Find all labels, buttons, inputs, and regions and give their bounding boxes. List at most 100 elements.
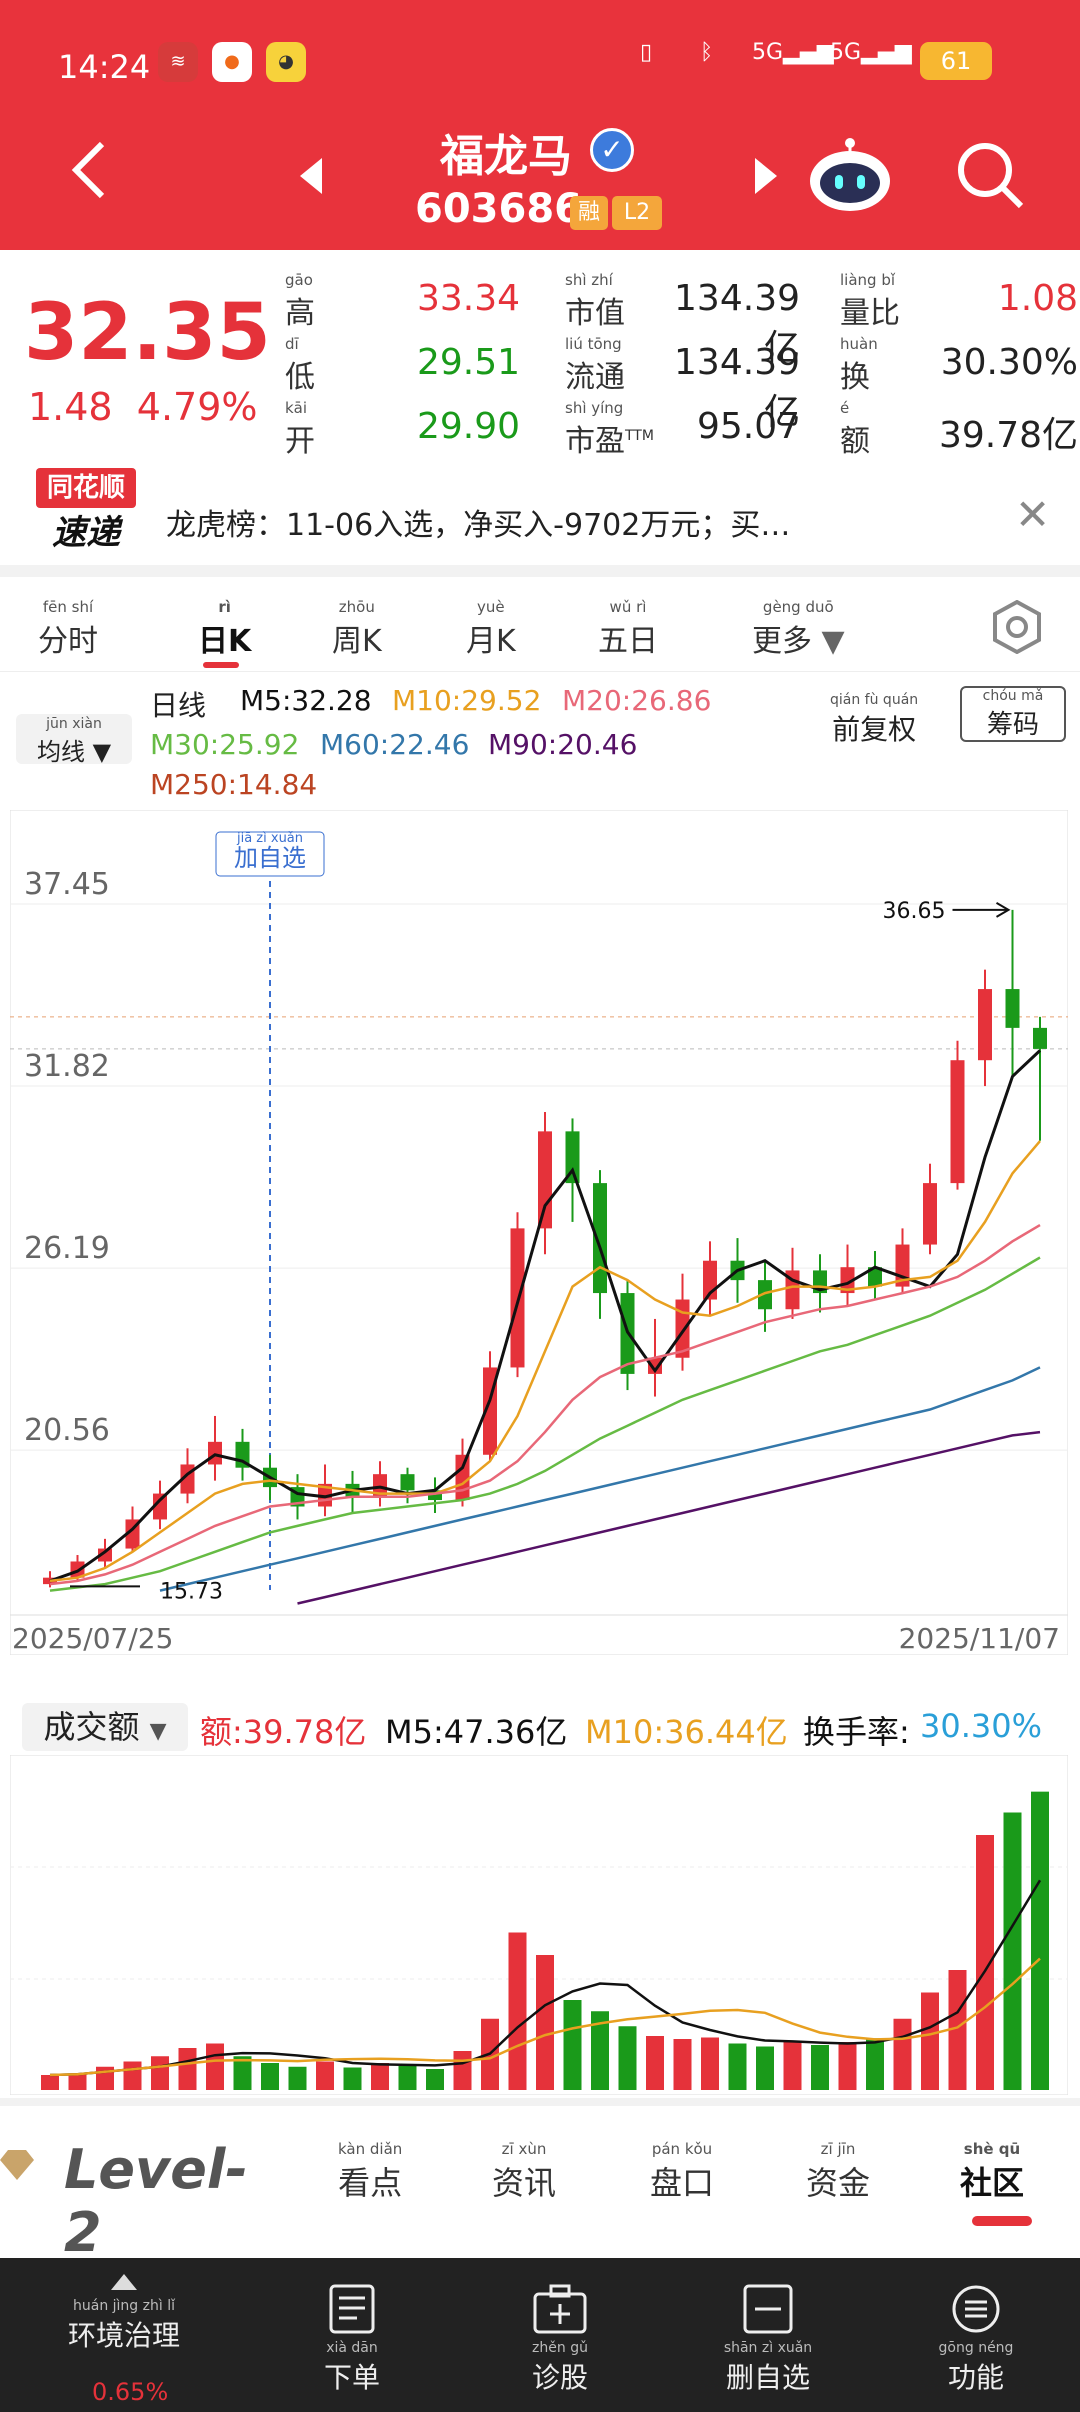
- ma10-label: M10:29.52: [392, 684, 542, 717]
- menu-circle-icon: [952, 2285, 1000, 2333]
- sector-button[interactable]: huán jìng zhì lǐ 环境治理: [44, 2272, 204, 2354]
- volume-legend: 成交额 ▼ 额:39.78亿 M5:47.36亿 M10:36.44亿 换手率:…: [0, 1695, 1080, 1755]
- mcap-label: shì zhí 市值: [565, 271, 625, 331]
- candle-body: [538, 1131, 552, 1229]
- info-tabs: Level-2 kàn diǎn 看点 zī xùn 资讯 pán kǒu 盘口 zī…: [0, 2110, 1080, 2264]
- signal-icon-1: 5G▂▄▆: [752, 40, 834, 65]
- remove-watchlist-button[interactable]: shān zì xuǎn 删自选: [688, 2284, 848, 2396]
- l2-badge: L2: [612, 196, 662, 230]
- volume-chart[interactable]: [10, 1755, 1068, 2095]
- order-button[interactable]: xià dān 下单: [272, 2284, 432, 2396]
- ma90-label: M90:20.46: [488, 728, 638, 761]
- robot-assistant-icon[interactable]: [805, 135, 895, 215]
- volume-bar: [563, 2000, 582, 2090]
- volume-selector[interactable]: 成交额 ▼: [22, 1703, 188, 1751]
- volume-bar: [178, 2048, 197, 2090]
- settings-icon[interactable]: [990, 600, 1044, 654]
- candle-body: [153, 1493, 167, 1520]
- shop-app-icon: ●: [212, 42, 252, 82]
- max-price-label: 36.65: [883, 899, 946, 924]
- candle-body: [400, 1474, 415, 1491]
- y-tick-label: 31.82: [24, 1049, 110, 1084]
- add-watch-label: 加自选: [234, 844, 306, 872]
- tab-monthly-k[interactable]: yuè 月K: [466, 598, 516, 659]
- volume-bar: [756, 2046, 774, 2090]
- candle-body: [648, 1357, 662, 1374]
- tab-five-day[interactable]: wǔ rì 五日: [598, 598, 658, 659]
- prev-stock-button[interactable]: [300, 158, 322, 194]
- news-ticker[interactable]: 同花顺 速递 龙虎榜：11-06入选，净买入-9702万元；买… ✕: [0, 460, 1080, 570]
- ma-line-m30: [49, 1256, 1041, 1592]
- stock-code: 603686: [415, 186, 582, 232]
- functions-button[interactable]: gōng néng 功能: [896, 2284, 1056, 2396]
- tab-orderbook[interactable]: pán kǒu 盘口: [650, 2140, 715, 2202]
- ma30-label: M30:25.92: [150, 728, 300, 761]
- next-stock-button[interactable]: [755, 158, 777, 194]
- float-value: 134.39亿: [674, 342, 800, 433]
- clock: 14:24: [58, 48, 151, 86]
- candle-body: [758, 1280, 772, 1310]
- divider: [0, 565, 1080, 577]
- high-value: 33.34: [416, 278, 520, 319]
- ma-selector[interactable]: jūn xiàn 均线 ▼: [16, 714, 132, 766]
- stock-name: 福龙马: [440, 131, 572, 182]
- adjust-selector[interactable]: qián fù quán 前复权: [830, 692, 919, 746]
- volume-bar: [976, 1835, 994, 2090]
- news-text[interactable]: 龙虎榜：11-06入选，净买入-9702万元；买…: [166, 508, 791, 543]
- volume-bar: [948, 1970, 967, 2090]
- volume-bar: [123, 2061, 142, 2090]
- tab-weekly-k[interactable]: zhōu 周K: [332, 598, 382, 659]
- ma20-label: M20:26.86: [562, 684, 712, 717]
- tab-capital[interactable]: zī jīn 资金: [806, 2140, 871, 2202]
- candle-body: [950, 1060, 965, 1184]
- volume-bar: [536, 1955, 554, 2090]
- tab-more[interactable]: gèng duō 更多 ▼: [752, 598, 845, 659]
- ma60-label: M60:22.46: [320, 728, 470, 761]
- volume-bar: [261, 2063, 279, 2090]
- chips-button[interactable]: chóu mǎ 筹码: [960, 686, 1066, 742]
- volume-ma10: M10:36.44亿: [585, 1713, 788, 1751]
- margin-badge: 融: [570, 196, 608, 230]
- tab-news[interactable]: zī xùn 资讯: [492, 2140, 557, 2202]
- close-icon[interactable]: ✕: [1015, 490, 1051, 539]
- volume-bar: [838, 2042, 857, 2090]
- turnover-value: 30.30%: [940, 342, 1078, 383]
- volume-amount: 额:39.78亿: [200, 1713, 367, 1751]
- volume-bar: [728, 2043, 747, 2090]
- volume-bar: [783, 2040, 802, 2090]
- bottom-action-bar: huán jìng zhì lǐ 环境治理 0.65% xià dān 下单 zhě…: [0, 2258, 1080, 2412]
- ma-line-m60: [159, 1366, 1041, 1592]
- tab-highlights[interactable]: kàn diǎn 看点: [338, 2140, 403, 2202]
- x-start-label: 2025/07/25: [12, 1622, 173, 1655]
- volume-ma5: M5:47.36亿: [385, 1713, 568, 1751]
- diagnose-button[interactable]: zhěn gǔ 诊股: [480, 2284, 640, 2396]
- tab-community[interactable]: shè qū 社区: [960, 2140, 1025, 2202]
- level2-banner[interactable]: Level-2: [0, 2130, 280, 2264]
- y-tick-label: 20.56: [24, 1413, 110, 1448]
- mcap-value: 134.39亿: [674, 278, 800, 369]
- volume-bar: [206, 2043, 224, 2090]
- volume-bar: [893, 2018, 912, 2090]
- back-button[interactable]: [70, 140, 110, 200]
- sector-change: 0.65%: [92, 2378, 169, 2406]
- last-price: 32.35: [24, 288, 271, 378]
- candle-body: [1005, 989, 1020, 1028]
- tab-intraday[interactable]: fēn shí 分时: [38, 598, 98, 659]
- amount-value: 39.78亿: [938, 415, 1078, 456]
- tab-daily-k[interactable]: rì 日K: [198, 598, 252, 659]
- ma-line-m90: [297, 1430, 1041, 1605]
- ma-line-m20: [49, 1224, 1041, 1586]
- volume-ma10-line: [49, 1957, 1041, 2077]
- add-watch-box: [215, 831, 325, 877]
- float-label: liú tōng 流通: [565, 335, 625, 395]
- search-icon[interactable]: [955, 140, 1025, 210]
- open-value: 29.90: [416, 406, 520, 447]
- volume-bar: [646, 2036, 664, 2090]
- volume-bar: [701, 2037, 719, 2090]
- volume-bar: [673, 2039, 692, 2090]
- ma-line-m10: [49, 1140, 1041, 1583]
- volume-bar: [453, 2051, 472, 2090]
- volume-bar: [371, 2063, 389, 2090]
- ma5-label: M5:32.28: [240, 684, 372, 717]
